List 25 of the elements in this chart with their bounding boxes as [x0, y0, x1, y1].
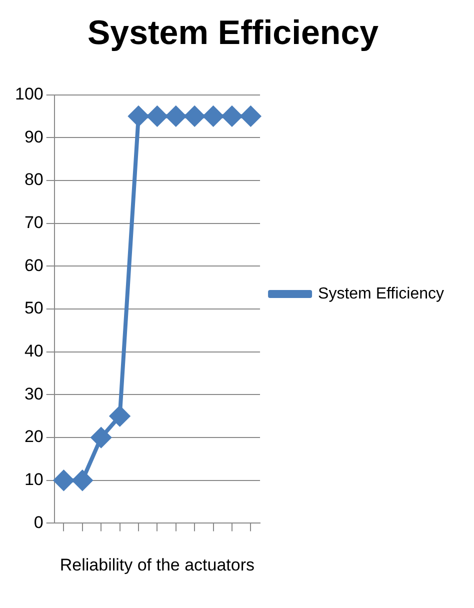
point [166, 106, 186, 126]
y-tick-label: 50 [24, 298, 44, 318]
point [240, 106, 261, 126]
x-axis-title: Reliability of the actuators [60, 555, 255, 574]
y-tick-label: 70 [24, 213, 44, 232]
point [110, 406, 130, 426]
point [91, 428, 112, 448]
y-tick-label: 0 [34, 512, 44, 532]
point [147, 106, 168, 126]
y-tick-label: 30 [24, 384, 44, 404]
legend-label: System Efficiency [318, 285, 444, 302]
y-tick-label: 10 [24, 470, 44, 490]
point [184, 106, 205, 126]
y-tick-label: 20 [24, 427, 44, 446]
point [222, 106, 242, 126]
point [72, 470, 92, 490]
y-tick-label: 90 [24, 127, 44, 146]
y-tick-label: 100 [14, 84, 44, 104]
chart-title: System Efficiency [87, 14, 379, 52]
point [128, 106, 148, 126]
y-tick-label: 80 [24, 170, 44, 190]
y-tick-label: 40 [24, 342, 44, 361]
point [203, 106, 224, 126]
point [54, 470, 74, 490]
y-tick-label: 60 [24, 256, 44, 275]
